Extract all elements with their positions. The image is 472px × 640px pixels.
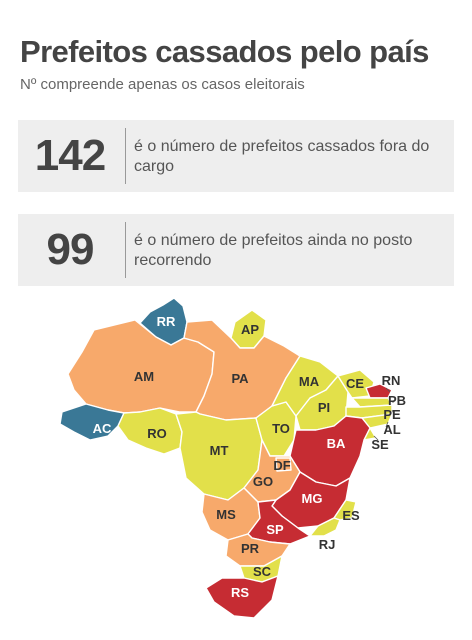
stat-divider: [125, 128, 126, 184]
stat-number: 99: [46, 225, 95, 274]
state-rs[interactable]: [205, 575, 279, 619]
state-label-es: ES: [342, 508, 360, 523]
page-title: Prefeitos cassados pelo país: [20, 34, 429, 69]
state-label-df: DF: [273, 458, 290, 473]
state-label-pi: PI: [318, 400, 330, 415]
stat-text: é o número de prefeitos ainda no posto r…: [134, 232, 413, 269]
state-label-am: AM: [134, 369, 154, 384]
stat-number: 142: [34, 131, 106, 180]
state-label-ap: AP: [241, 322, 259, 337]
state-label-pa: PA: [231, 371, 249, 386]
stat-text: é o número de prefeitos cassados fora do…: [134, 138, 430, 175]
state-rn[interactable]: [365, 383, 393, 399]
state-label-mg: MG: [302, 491, 323, 506]
page-subtitle: Nº compreende apenas os casos eleitorais: [20, 76, 305, 93]
state-label-rs: RS: [231, 585, 249, 600]
state-label-ba: BA: [327, 436, 346, 451]
state-label-al: AL: [383, 422, 400, 437]
state-label-ms: MS: [216, 507, 236, 522]
state-es[interactable]: [333, 499, 357, 521]
state-pb[interactable]: [351, 397, 393, 408]
state-sp[interactable]: [247, 499, 311, 545]
state-label-to: TO: [272, 421, 290, 436]
state-label-pr: PR: [241, 541, 260, 556]
state-label-ma: MA: [299, 374, 320, 389]
state-label-se: SE: [371, 437, 389, 452]
state-pr[interactable]: [225, 533, 291, 567]
brazil-map: RR AP AM PA AC RO MT TO MA PI CE RN PB P…: [59, 297, 406, 619]
state-df[interactable]: [275, 457, 292, 472]
state-label-ac: AC: [93, 421, 112, 436]
state-label-rn: RN: [382, 373, 401, 388]
state-label-rj: RJ: [319, 537, 336, 552]
stat-box-cassados: 142 é o número de prefeitos cassados for…: [18, 120, 454, 192]
label-leaders: [373, 387, 395, 441]
state-label-sc: SC: [253, 564, 272, 579]
state-label-rr: RR: [157, 314, 176, 329]
state-label-ce: CE: [346, 376, 364, 391]
state-label-ro: RO: [147, 426, 167, 441]
state-label-mt: MT: [210, 443, 229, 458]
state-am[interactable]: [67, 319, 215, 414]
stat-box-recorrendo: 99 é o número de prefeitos ainda no post…: [18, 214, 454, 286]
state-label-pb: PB: [388, 393, 406, 408]
stat-divider: [125, 222, 126, 278]
state-label-sp: SP: [266, 522, 284, 537]
state-ac[interactable]: [59, 403, 125, 441]
state-label-pe: PE: [383, 407, 401, 422]
state-label-go: GO: [253, 474, 273, 489]
